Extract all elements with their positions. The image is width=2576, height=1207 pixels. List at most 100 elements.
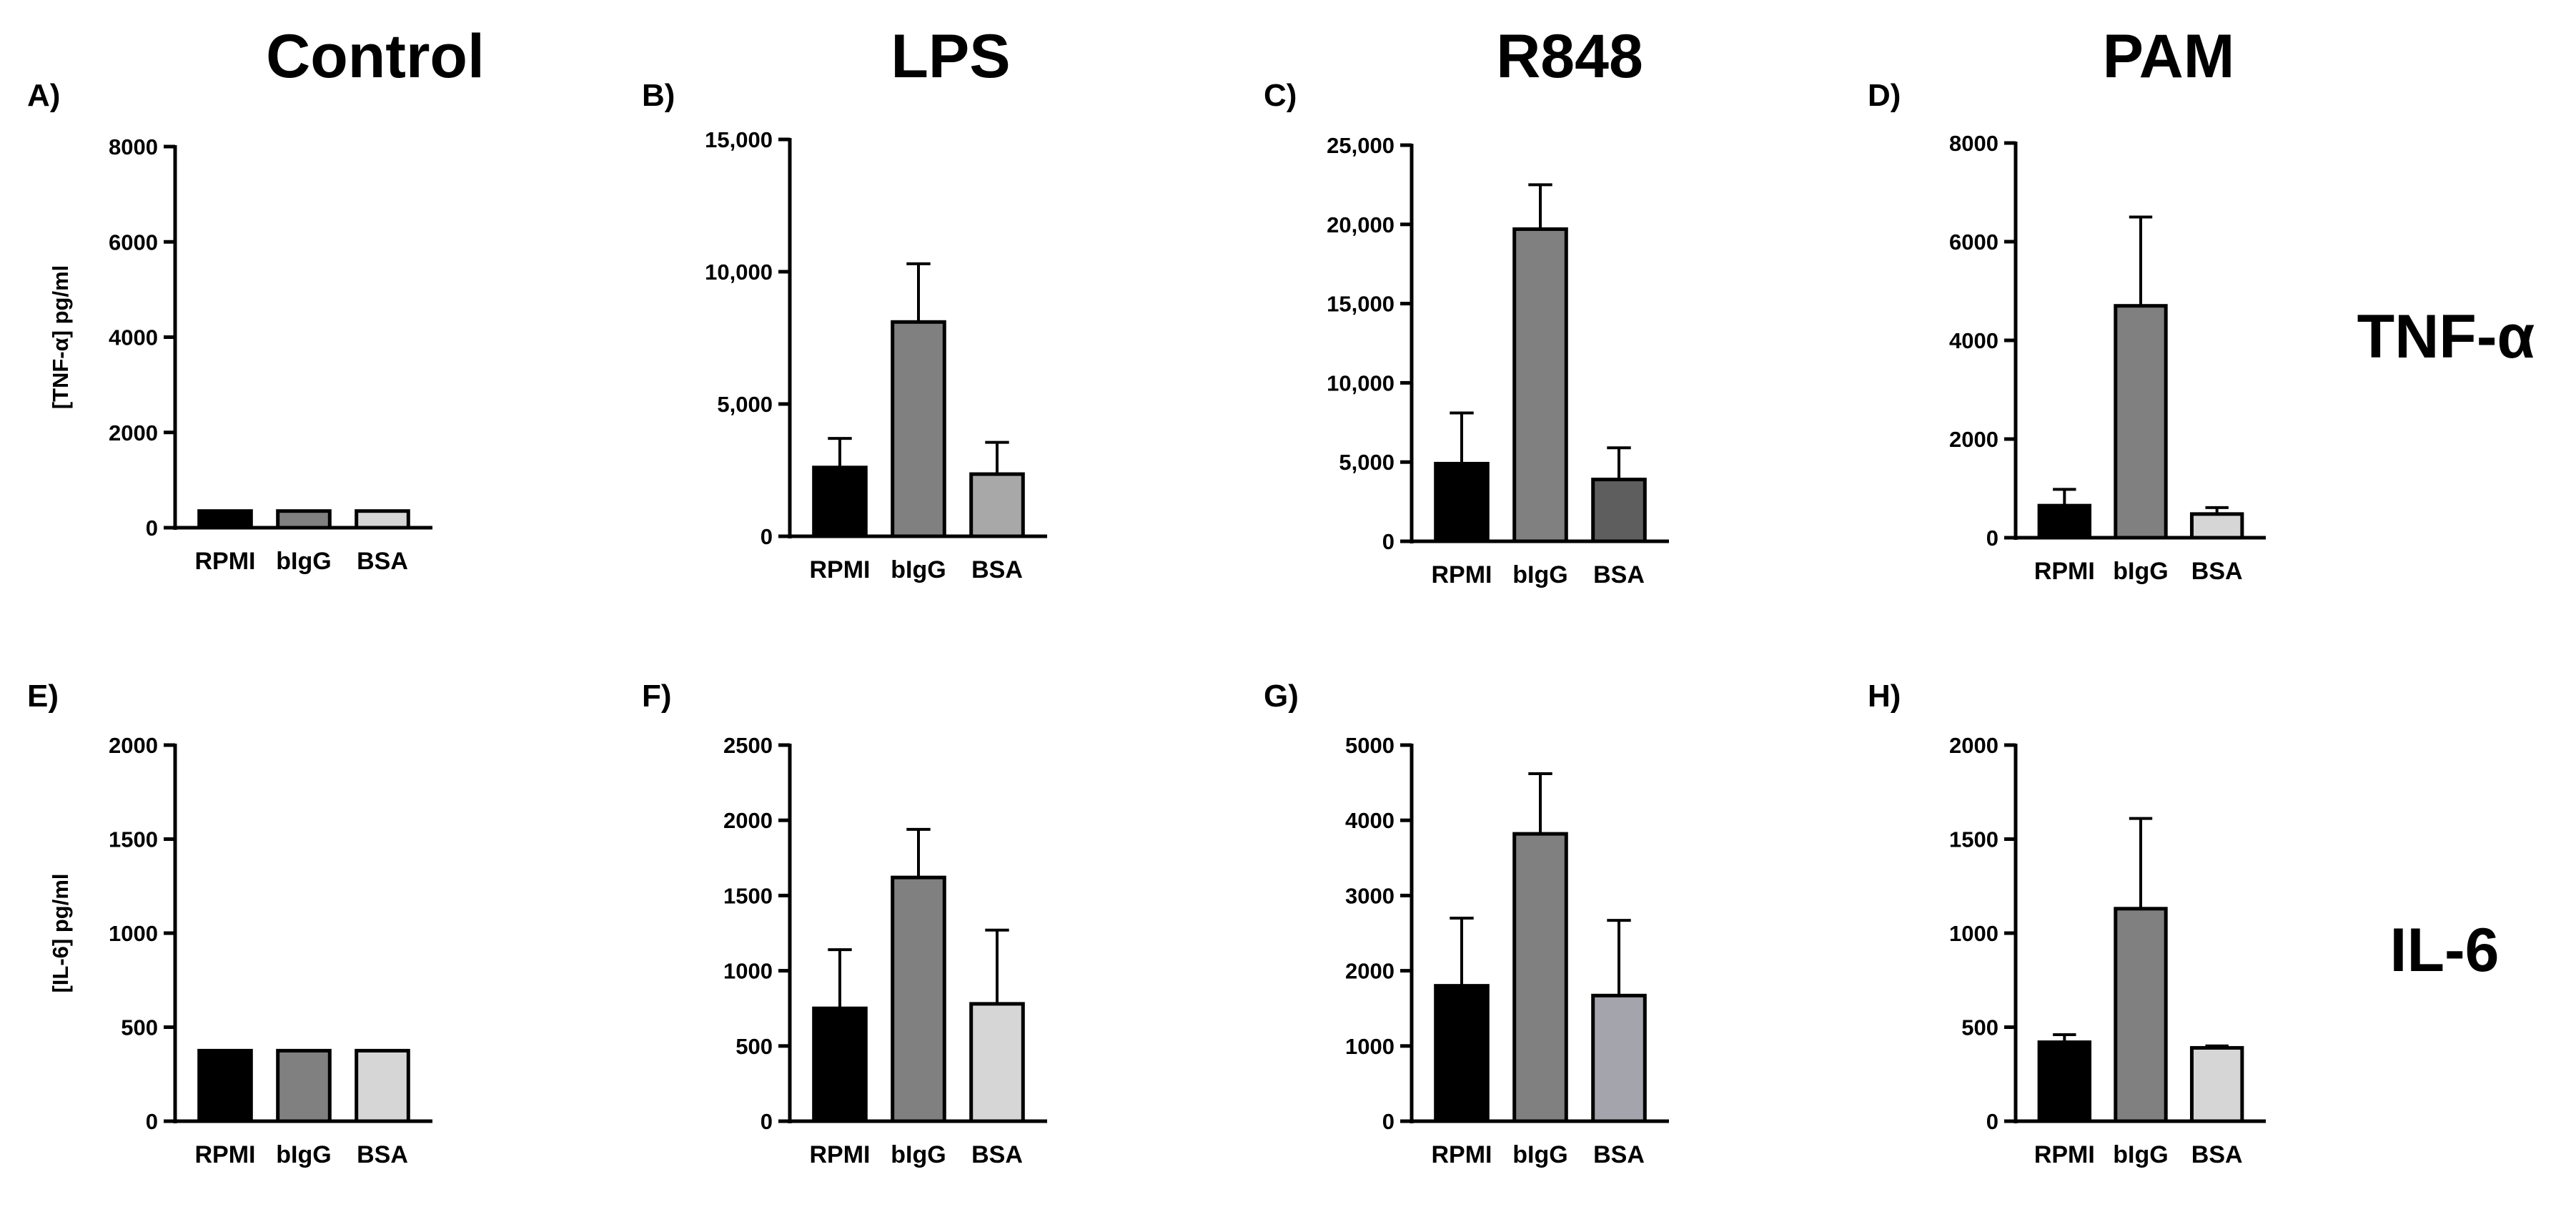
- y-tick-label: 10,000: [1327, 370, 1394, 395]
- y-tick-label: 1000: [723, 959, 773, 984]
- bar-rpmi: [812, 465, 868, 538]
- y-tick-label: 0: [1382, 1109, 1394, 1134]
- panel-a: A) 0 2000 4000 6000 8000 [TNF-α] pg/ml RPMI bIgG…: [27, 78, 432, 575]
- bar-bigg: [891, 320, 946, 538]
- x-category-label: BSA: [971, 1141, 1023, 1168]
- bar-rpmi: [812, 1006, 868, 1123]
- y-tick-label: 4000: [109, 325, 158, 350]
- x-category-label: BSA: [357, 1141, 408, 1168]
- y-tick-label: 6000: [109, 230, 158, 255]
- x-category-label: bIgG: [891, 1141, 946, 1168]
- y-tick-label: 500: [121, 1015, 158, 1040]
- bar-bsa: [1591, 993, 1647, 1123]
- bar-bigg: [2114, 907, 2168, 1123]
- x-category-label: bIgG: [1512, 1141, 1567, 1168]
- bar-bsa: [355, 1048, 410, 1123]
- x-category-label: bIgG: [276, 548, 331, 575]
- panels-group: A) 0 2000 4000 6000 8000 [TNF-α] pg/ml RPMI bIgG…: [27, 78, 2266, 1168]
- panel-label: A): [27, 78, 60, 113]
- y-tick-label: 6000: [1949, 230, 1998, 255]
- panel-label: B): [642, 78, 675, 113]
- y-tick-label: 1500: [723, 883, 773, 908]
- y-tick-label: 0: [761, 524, 773, 549]
- bar-bsa: [2189, 1045, 2244, 1123]
- x-category-label: BSA: [2191, 1141, 2243, 1168]
- x-category-label: RPMI: [2034, 1141, 2095, 1168]
- y-tick-label: 2500: [723, 733, 773, 758]
- panel-label: D): [1868, 78, 1901, 113]
- y-tick-label: 3000: [1345, 883, 1394, 908]
- y-tick-label: 2000: [1345, 959, 1394, 984]
- y-tick-label: 2000: [1949, 427, 1998, 452]
- column-title-control: Control: [266, 22, 485, 91]
- bar-bsa: [969, 1002, 1025, 1123]
- y-tick-label: 2000: [109, 420, 158, 445]
- y-tick-label: 15,000: [705, 127, 773, 152]
- y-tick-label: 0: [1986, 526, 1998, 551]
- x-category-label: BSA: [971, 556, 1023, 583]
- bar-bigg: [1512, 832, 1568, 1123]
- y-tick-label: 2000: [723, 808, 773, 833]
- bar-bsa: [969, 472, 1025, 538]
- y-tick-label: 4000: [1345, 808, 1394, 833]
- panel-c: C) 0 5,000 10,000 15,000 20,000 25,000 RPMI bIgG…: [1264, 78, 1669, 588]
- y-tick-label: 8000: [109, 134, 158, 159]
- bar-bigg: [891, 875, 946, 1123]
- x-category-label: BSA: [1593, 561, 1645, 588]
- y-tick-label: 1000: [109, 921, 158, 946]
- bar-bigg: [2114, 304, 2168, 540]
- x-category-label: RPMI: [810, 1141, 871, 1168]
- x-category-label: bIgG: [891, 556, 946, 583]
- bar-bigg: [276, 1048, 332, 1123]
- x-category-label: BSA: [2191, 558, 2243, 585]
- bar-bsa: [355, 509, 410, 530]
- panel-label: H): [1868, 679, 1901, 714]
- panel-g: G) 0 1000 2000 3000 4000 5000 RPMI bIgG BSA: [1264, 679, 1669, 1168]
- y-tick-label: 15,000: [1327, 292, 1394, 317]
- bar-rpmi: [2037, 503, 2092, 540]
- panel-label: F): [642, 679, 672, 714]
- bar-bigg: [1512, 227, 1568, 543]
- y-tick-label: 2000: [109, 733, 158, 758]
- y-tick-label: 1500: [109, 827, 158, 852]
- x-category-label: bIgG: [1512, 561, 1567, 588]
- x-category-label: bIgG: [2113, 558, 2168, 585]
- column-title-r848: R848: [1496, 22, 1643, 91]
- y-tick-label: 500: [1961, 1015, 1998, 1040]
- column-title-lps: LPS: [891, 22, 1010, 91]
- y-tick-label: 0: [146, 1109, 158, 1134]
- y-tick-label: 1500: [1949, 827, 1998, 852]
- panel-label: E): [27, 679, 59, 714]
- x-category-label: BSA: [1593, 1141, 1645, 1168]
- bar-rpmi: [197, 509, 253, 530]
- y-tick-label: 0: [146, 516, 158, 541]
- y-tick-label: 5000: [1345, 733, 1394, 758]
- x-category-label: RPMI: [810, 556, 871, 583]
- x-category-label: bIgG: [276, 1141, 331, 1168]
- panel-e: E) 0 500 1000 1500 2000 [IL-6] pg/ml RPMI bIgG BS…: [27, 679, 432, 1168]
- y-axis-label: [TNF-α] pg/ml: [48, 265, 73, 410]
- y-axis-label: [IL-6] pg/ml: [48, 873, 73, 992]
- y-tick-label: 4000: [1949, 328, 1998, 353]
- x-category-label: RPMI: [195, 1141, 256, 1168]
- y-tick-label: 20,000: [1327, 212, 1394, 237]
- bar-bigg: [276, 509, 332, 530]
- bar-rpmi: [1434, 984, 1490, 1123]
- y-tick-label: 0: [1382, 529, 1394, 554]
- y-tick-label: 0: [761, 1109, 773, 1134]
- panel-b: B) 0 5,000 10,000 15,000 RPMI bIgG BSA: [642, 78, 1047, 583]
- y-tick-label: 2000: [1949, 733, 1998, 758]
- x-category-label: RPMI: [195, 548, 256, 575]
- x-category-label: BSA: [357, 548, 408, 575]
- panel-d: D) 0 2000 4000 6000 8000 RPMI bIgG BSA: [1868, 78, 2266, 585]
- x-category-label: RPMI: [2034, 558, 2095, 585]
- row-label-il6: IL-6: [2390, 916, 2500, 985]
- bar-rpmi: [2037, 1040, 2092, 1123]
- y-tick-label: 5,000: [1339, 450, 1394, 475]
- panel-h: H) 0 500 1000 1500 2000 RPMI bIgG BSA: [1868, 679, 2266, 1168]
- panel-f: F) 0 500 1000 1500 2000 2500 RPMI bIgG BSA: [642, 679, 1047, 1168]
- y-tick-label: 0: [1986, 1109, 1998, 1134]
- y-tick-label: 10,000: [705, 260, 773, 285]
- y-tick-label: 1000: [1345, 1034, 1394, 1059]
